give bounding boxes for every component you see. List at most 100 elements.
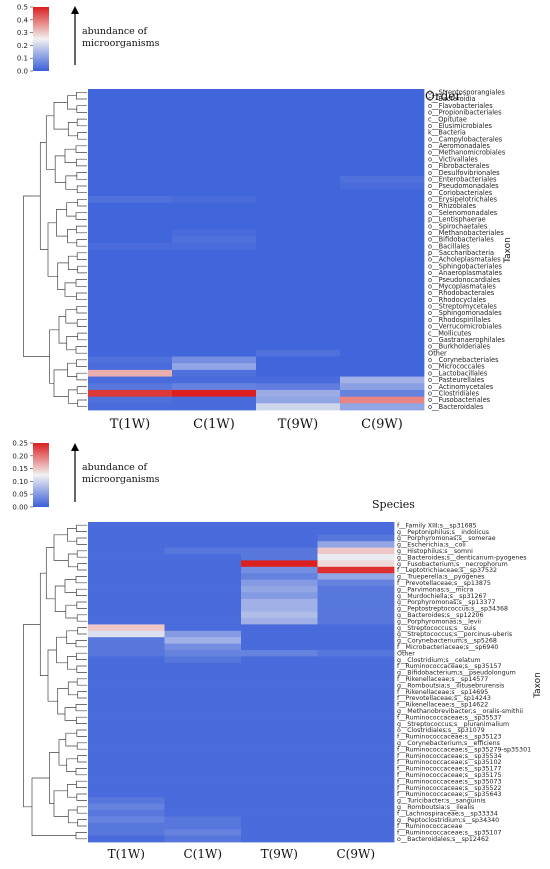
heatmap-cell [317,528,395,536]
heatmap-cell [340,343,425,351]
dendrogram-branch [64,707,77,721]
row-label: c__Bacteroidia [428,95,476,103]
heatmap-cell [164,534,242,542]
heatmap-cell [317,739,395,747]
row-label: o__Coriobacteriales [428,189,493,197]
dendrogram-branch [65,604,78,619]
heatmap-cell [241,618,318,625]
heatmap-cell [164,650,242,657]
row-label: o__Pseudomonadales [428,182,499,190]
heatmap-cell [340,169,425,177]
dendrogram-branch [39,572,48,676]
dendrogram-branch [77,563,87,571]
row-label: o__Actinomycetales [428,383,494,391]
heatmap-cell [256,309,341,317]
row-label: g__Porphyromonas;s__sp13377 [397,599,495,606]
heatmap-cell [172,383,257,391]
heatmap-cell [164,682,242,689]
heatmap-cell [241,662,318,670]
heatmap-cell [88,573,165,580]
heatmap-cell [256,122,341,130]
dendrogram-branch [67,681,78,696]
heatmap-cell [241,829,318,836]
heatmap-cell [317,650,395,657]
heatmap-cell [172,142,257,150]
row-label: f__Ruminococcaceae;s__sp35175 [397,772,502,779]
row-label: o__Clostridiales;s__sp31079 [397,727,485,734]
row-label: o__Rhizobiales [428,202,477,210]
row-label: o__Acholeplasmatales [428,256,501,264]
row-label: o__Methanobacteriales [428,229,504,237]
row-label: o__Enterobacteriales [428,175,497,183]
heatmap-cell [172,389,257,398]
heatmap-cell [172,249,257,257]
dendrogram-branch [76,225,87,234]
heatmap-cell [241,765,318,772]
heatmap-cell [256,155,341,163]
heatmap-cell [88,249,173,257]
dendrogram-branch [75,704,87,712]
row-label: f__Ruminococcaceae;s__sp35279-sp35301 [397,746,531,753]
row-label: g__Corynebacterium;s__sp5268 [397,638,497,645]
heatmap-cell [317,790,395,798]
row-label: o__Rhodospirillales [428,316,491,324]
heatmap-cell [340,349,425,357]
dendrogram-branch [75,832,87,840]
heatmap-cell [164,733,242,740]
dendrogram-branch [67,95,77,110]
heatmap-cell [88,196,173,204]
heatmap-cell [164,803,242,811]
heatmap-cell [88,547,165,555]
heatmap-cell [172,363,257,371]
heatmap-cell [164,758,242,766]
heatmap-cell [340,383,425,391]
heatmap-cell [88,598,165,606]
heatmap-cell [172,182,257,190]
heatmap-cell [88,611,165,619]
row-label: g__Bacteroides;s__denticanum-pyogenes [397,554,527,561]
dendrogram-branch [76,386,87,394]
row-label: o__Pseudonocardiales [428,276,501,284]
colorbar: 0.5 0.4 0.3 0.2 0.1 0.0 [17,4,49,76]
heatmap-cell [88,618,165,625]
heatmap-cell [88,169,173,177]
dendrogram-branch [67,656,77,670]
heatmap-cell [256,209,341,217]
heatmap-cell [88,135,173,143]
heatmap-cell [317,605,395,612]
colorbar-tick-label: 0.00 [12,504,28,512]
heatmap-cell [340,115,425,123]
heatmap-cell [241,650,318,657]
dendrogram-branch [67,553,78,568]
heatmap-cell [172,175,257,184]
heatmap-cell [256,356,341,364]
row-label: o__Bacteroidales [428,403,484,411]
colorbar-gradient [33,443,49,507]
dendrogram-branch [67,809,78,824]
dendrogram-branch [76,742,87,750]
dendrogram-branch [76,550,87,558]
dendrogram-branch [53,534,69,561]
heatmap-cell [317,752,395,760]
heatmap-cell [241,720,318,728]
heatmap-cell [241,573,318,580]
heatmap-cell [88,403,173,411]
heatmap-cell [256,115,341,123]
chart-title: Species [372,498,415,511]
heatmap-cell [88,396,173,404]
row-label: o__Elusimicrobiales [428,122,492,130]
row-label: g__Streptococcus;s__suis [397,625,476,632]
heatmap-cell [164,605,242,612]
heatmap-cell [241,758,318,766]
heatmap-cell [241,630,318,638]
heatmap-cell [88,752,165,760]
heatmap-cell [172,329,257,337]
heatmap-cell [256,222,341,230]
row-label: o__Methanomicrobiales [428,149,506,157]
heatmap-cell [88,109,173,117]
heatmap-cell [256,323,341,331]
dendrogram-branch [67,229,77,244]
dendrogram-branch [75,768,87,776]
heatmap-cell [88,803,165,811]
heatmap-cell [88,816,165,824]
